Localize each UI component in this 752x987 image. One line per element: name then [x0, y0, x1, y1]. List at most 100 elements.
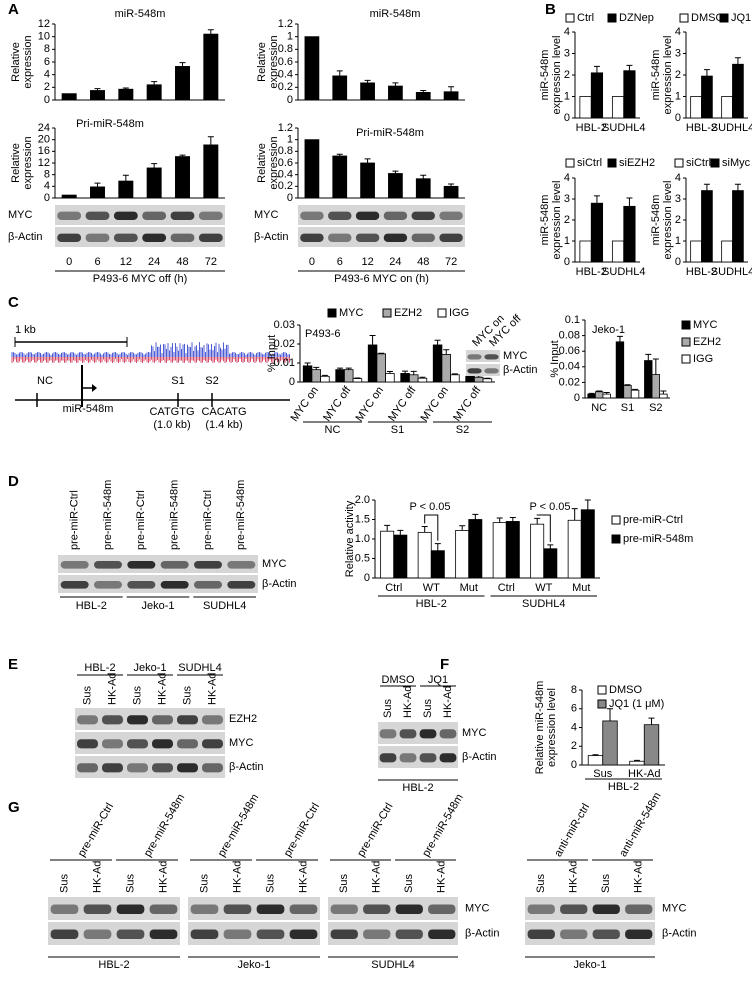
band	[363, 904, 391, 914]
y-tick-label: 8	[44, 43, 50, 55]
band	[113, 211, 138, 220]
legend-swatch	[565, 158, 575, 168]
chart-title: miR-548m	[370, 8, 421, 20]
band	[289, 929, 318, 939]
bar	[587, 393, 596, 399]
band	[177, 715, 198, 725]
group-label: HBL-2	[608, 781, 639, 793]
error-bar	[648, 717, 655, 725]
bar	[530, 523, 545, 579]
lane-label: pre-miR-Ctrl	[135, 490, 147, 550]
band	[83, 904, 112, 914]
x-tick-label: HBL-2	[576, 266, 607, 278]
row-label: β-Actin	[254, 231, 288, 243]
band	[355, 211, 380, 220]
error-bar	[632, 388, 639, 391]
blot-strip	[55, 205, 225, 225]
bar	[417, 531, 432, 579]
panel-letter: G	[8, 799, 20, 816]
bar	[732, 63, 744, 119]
bar	[90, 186, 105, 199]
y-tick-label: 4	[675, 172, 681, 184]
row-label: MYC	[465, 902, 490, 914]
x-tick-label: HK-Ad	[628, 768, 660, 780]
legend-swatch	[674, 158, 684, 168]
legend-label: MYC	[339, 307, 364, 319]
bar	[579, 240, 592, 263]
y-tick-label: 1	[287, 31, 293, 43]
error-bar	[321, 374, 328, 377]
band	[399, 729, 417, 739]
band	[560, 904, 588, 914]
x-tick-label: MYC on	[353, 385, 386, 424]
bar	[90, 90, 105, 101]
y-tick-label: 1	[287, 134, 293, 146]
band	[94, 581, 122, 589]
group-label: pre-miR-548m	[142, 792, 188, 859]
bar	[587, 755, 604, 766]
blot-strip	[328, 897, 458, 920]
band	[227, 561, 256, 569]
lane-label: HK-Ad	[91, 861, 103, 893]
legend-swatch	[679, 13, 689, 23]
error-bar	[369, 334, 376, 345]
error-bar	[509, 517, 516, 522]
y-tick-label: 4	[44, 180, 50, 192]
band	[411, 233, 435, 242]
group-label: NC	[325, 424, 341, 436]
legend-swatch	[607, 158, 617, 168]
group-label: SUDHL4	[178, 662, 221, 674]
band	[439, 753, 457, 763]
y-tick-label: 8	[571, 684, 577, 696]
band	[527, 904, 555, 914]
row-label: β-Actin	[8, 231, 42, 243]
error-bar	[313, 366, 320, 370]
lane-label: HK-Ad	[402, 686, 414, 718]
bar	[320, 375, 330, 383]
lane-label: HK-Ad	[297, 861, 309, 893]
legend-label: pre-miR-548m	[623, 533, 693, 545]
blot-strip	[75, 708, 225, 730]
bar	[118, 88, 134, 101]
band	[127, 739, 148, 749]
bar	[61, 93, 77, 101]
group-label: anti-miR-ctrl	[552, 802, 592, 859]
panel-letter: E	[8, 656, 18, 673]
bar	[455, 530, 470, 579]
y-tick-label: 6	[44, 56, 50, 68]
band	[256, 929, 285, 939]
lane-label: HK-Ad	[568, 861, 580, 893]
bar	[352, 378, 363, 383]
bar	[543, 548, 558, 579]
band	[439, 729, 457, 739]
bar	[690, 96, 702, 119]
lane-label: 6	[337, 256, 343, 268]
error-bar	[336, 70, 343, 76]
lane-label: HK-Ad	[371, 861, 383, 893]
lane-label: pre-miR-Ctrl	[202, 490, 214, 550]
error-bar	[420, 90, 427, 93]
y-axis-label: Relative	[10, 42, 22, 82]
band	[330, 904, 358, 914]
band	[560, 929, 588, 939]
error-bar	[421, 526, 428, 533]
annotation: P < 0.05	[529, 501, 570, 513]
x-tick-label: WT	[535, 582, 552, 594]
bar	[492, 522, 507, 579]
band	[379, 753, 397, 763]
y-tick-label: 1.5	[355, 513, 370, 525]
y-axis-label: Relative	[256, 143, 268, 183]
lane-label: Sus	[600, 874, 612, 893]
band	[160, 581, 189, 589]
error-bar	[410, 370, 417, 375]
y-tick-label: 0.8	[278, 145, 293, 157]
band	[177, 739, 198, 749]
y-axis-label: Relative activity	[344, 500, 356, 577]
error-bar	[652, 358, 659, 375]
band	[113, 233, 138, 242]
error-bar	[660, 390, 667, 395]
bar	[393, 534, 408, 579]
y-tick-label: 3	[675, 47, 681, 59]
x-tick-label: S1	[621, 402, 634, 414]
band	[419, 753, 437, 763]
